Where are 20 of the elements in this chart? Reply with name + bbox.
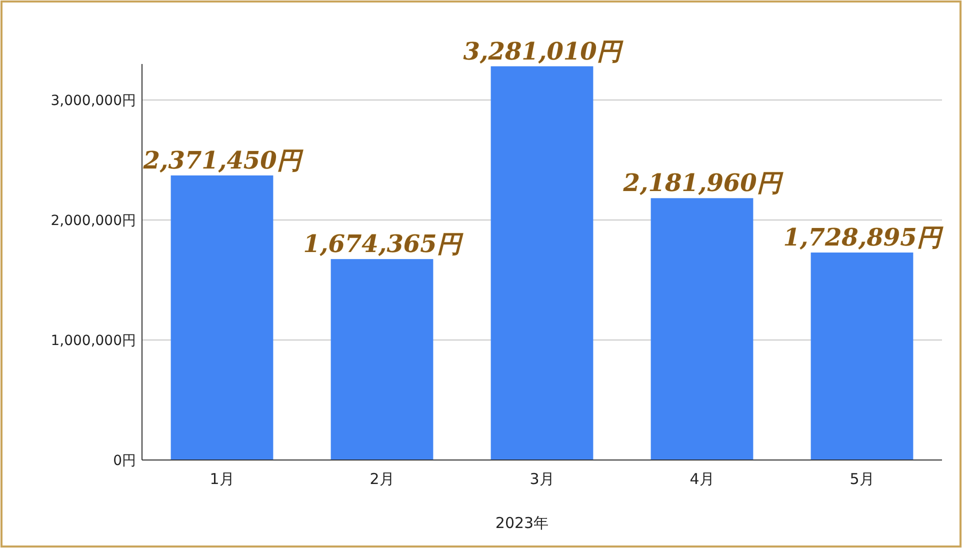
data-label: 1,728,895円 [783, 222, 944, 252]
x-tick-label: 5月 [850, 470, 874, 488]
bar [490, 66, 594, 460]
data-label: 2,181,960円 [622, 168, 784, 198]
data-label: 3,281,010円 [463, 36, 624, 66]
y-tick-label: 3,000,000円 [50, 93, 136, 109]
y-tick-label: 2,000,000円 [50, 213, 136, 229]
y-tick-label: 1,000,000円 [50, 333, 136, 349]
x-tick-label: 2月 [370, 470, 394, 488]
bar [810, 252, 914, 460]
bar [330, 259, 434, 460]
x-axis-title: 2023年 [495, 514, 549, 532]
x-tick-label: 3月 [530, 470, 554, 488]
x-tick-label: 4月 [690, 470, 714, 488]
bar [170, 175, 274, 460]
data-label: 1,674,365円 [303, 229, 464, 258]
data-label: 2,371,450円 [142, 145, 304, 174]
x-tick-label: 1月 [210, 470, 234, 488]
y-tick-label: 0円 [113, 453, 136, 469]
bar [650, 198, 754, 460]
